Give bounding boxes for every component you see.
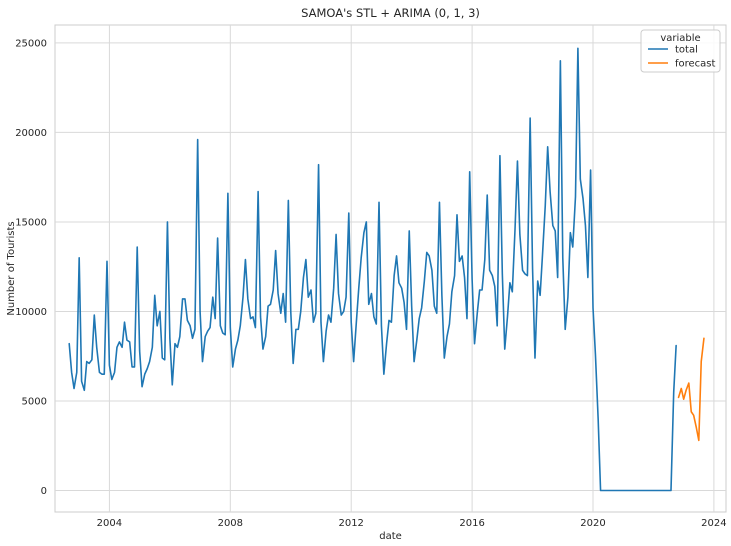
x-tick-label: 2016 [459,518,484,529]
x-tick-label: 2020 [580,518,605,529]
legend-label-total: total [675,45,698,56]
legend: variable total forecast [640,29,721,73]
x-tick-label: 2008 [218,518,243,529]
series-line-forecast [677,337,705,442]
x-axis-label: date [379,531,402,542]
y-tick-label: 5000 [22,396,47,407]
x-tick-label: 2012 [338,518,363,529]
legend-label-forecast: forecast [675,59,716,70]
legend-box [640,29,721,73]
y-axis-label: Number of Tourists [6,221,17,315]
grid [55,25,726,512]
chart-title: SAMOA's STL + ARIMA (0, 1, 3) [301,6,480,20]
x-tick-label: 2024 [701,518,726,529]
y-tick-label: 10000 [15,307,47,318]
y-tick-label: 0 [41,486,47,497]
y-tick-label: 25000 [15,38,47,49]
y-tick-label: 20000 [15,128,47,139]
legend-title: variable [660,33,700,44]
tick-labels: 2004 2008 2012 2016 2020 2024 0 5000 10000 15000 2… [15,38,726,529]
plot-area [54,24,727,513]
series-layer [68,47,705,492]
y-tick-label: 15000 [15,217,47,228]
x-tick-label: 2004 [97,518,122,529]
series-line-total [68,47,677,492]
